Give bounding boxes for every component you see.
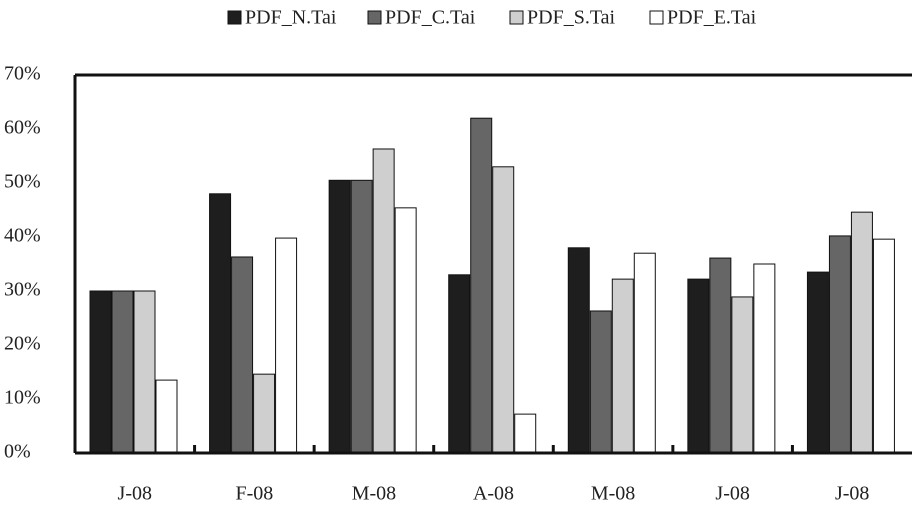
y-tick-label: 10% (4, 387, 41, 409)
bar (589, 310, 612, 454)
y-tick-label: 70% (4, 63, 41, 85)
x-tick-label: M-08 (591, 483, 635, 505)
bar (828, 235, 851, 454)
bar (470, 117, 493, 454)
bar (448, 274, 471, 454)
bar (633, 252, 656, 454)
bar (231, 256, 254, 454)
legend-label: PDF_E.Tai (667, 7, 757, 29)
y-tick-label: 20% (4, 333, 41, 355)
legend-swatch (509, 10, 524, 25)
bar (372, 148, 395, 454)
legend-label: PDF_C.Tai (385, 7, 476, 29)
bar (850, 211, 873, 454)
legend-swatch (367, 10, 382, 25)
bar (111, 290, 134, 454)
x-tick-label: J-08 (835, 483, 869, 505)
bar (275, 237, 298, 454)
bar (753, 263, 776, 454)
bar (328, 179, 351, 454)
bar (731, 296, 754, 454)
legend-label: PDF_S.Tai (527, 7, 616, 29)
bar (611, 278, 634, 454)
bar (514, 413, 537, 454)
y-tick-label: 60% (4, 117, 41, 139)
legend-swatch (227, 10, 242, 25)
legend-label: PDF_N.Tai (245, 7, 337, 29)
bar (155, 379, 178, 454)
bar (872, 238, 895, 454)
bar (89, 290, 112, 454)
bar (350, 179, 373, 454)
bar (253, 373, 276, 454)
bar (567, 247, 590, 454)
x-tick-label: J-08 (715, 483, 749, 505)
bar (209, 193, 232, 454)
y-tick-label: 50% (4, 171, 41, 193)
x-tick-label: M-08 (352, 483, 396, 505)
bar (709, 257, 732, 454)
x-tick-label: F-08 (235, 483, 273, 505)
bar (492, 166, 515, 454)
bar (394, 207, 417, 454)
y-tick-label: 30% (4, 279, 41, 301)
bar (133, 290, 156, 454)
x-tick-label: J-08 (118, 483, 152, 505)
legend-swatch (649, 10, 664, 25)
y-tick-label: 0% (4, 441, 31, 463)
y-tick-label: 40% (4, 225, 41, 247)
bar (806, 271, 829, 454)
x-tick-label: A-08 (473, 483, 514, 505)
bar (687, 278, 710, 454)
